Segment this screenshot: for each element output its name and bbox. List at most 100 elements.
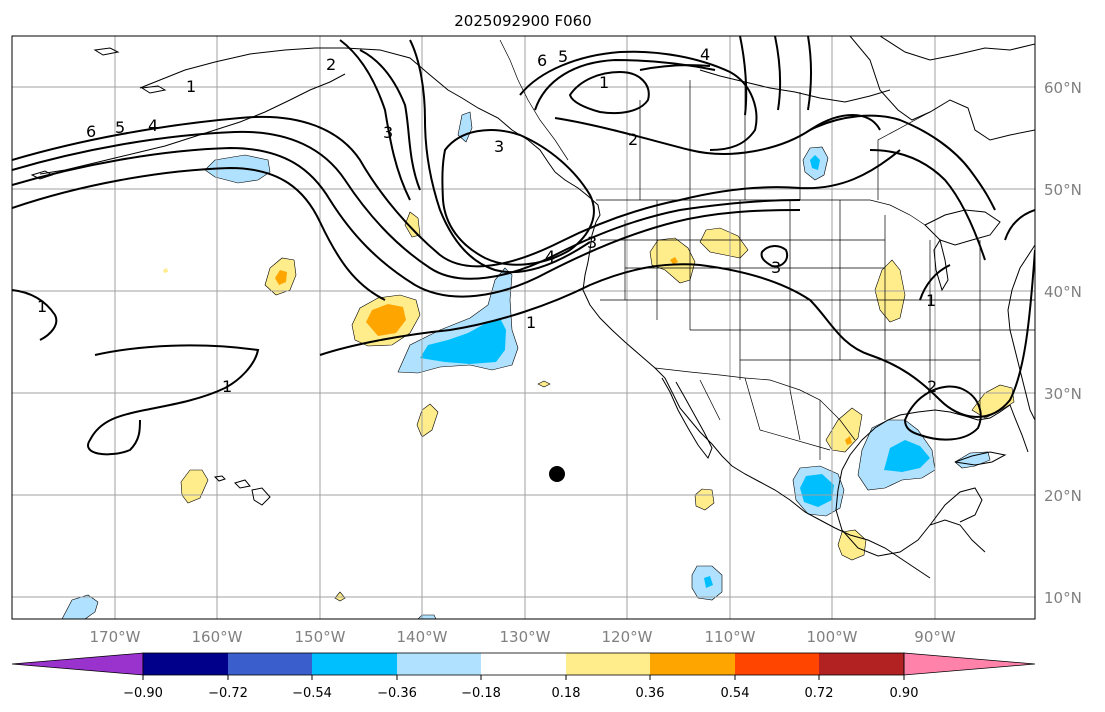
colorbar-segment: [650, 653, 735, 675]
anomaly-core-orange: [670, 257, 678, 264]
lon-label-110w: 110°W: [705, 628, 756, 646]
contour-line: [519, 50, 758, 151]
contour-line: [87, 344, 260, 456]
anomaly-area-yellow: [163, 268, 168, 273]
coastline-bc: [554, 171, 601, 223]
lon-label-170w: 170°W: [90, 628, 141, 646]
contour-label: 4: [148, 116, 158, 135]
contour-line: [760, 245, 788, 268]
contour-line: [359, 49, 421, 191]
longitude-labels: 170°W 160°W 150°W 140°W 130°W 120°W 110°…: [90, 628, 956, 646]
colorbar-tick-label: −0.18: [461, 686, 501, 701]
contour-line: [568, 70, 650, 115]
contour-line: [441, 129, 595, 266]
contour-line: [554, 114, 881, 155]
anomaly-core-orange: [845, 436, 852, 445]
map-content: 6 5 4 1 2 3 3 6 5 1 4 2 4 3 1 1 1 3 1 2: [12, 36, 1035, 619]
lon-label-150w: 150°W: [295, 628, 346, 646]
lon-label-100w: 100°W: [807, 628, 858, 646]
contour-label: 2: [927, 377, 937, 396]
contour-label: 1: [526, 313, 536, 332]
contour-label: 1: [186, 77, 196, 96]
map-background: [12, 36, 1035, 619]
contour-label: 1: [222, 377, 232, 396]
contour-label: 4: [700, 45, 710, 64]
lat-label-50n: 50°N: [1044, 181, 1082, 199]
contour-label: 1: [926, 291, 936, 310]
contour-line: [807, 36, 812, 111]
contour-line: [639, 64, 711, 71]
coastline-hawaii: [213, 475, 271, 506]
border-us-mexico: [654, 367, 856, 441]
colorbar-segment: [735, 653, 819, 675]
coastline-cuba: [954, 451, 1007, 466]
anomaly-area-yellow: [537, 380, 551, 388]
contour-line: [319, 249, 1035, 418]
colorbar-tick-label: −0.36: [377, 686, 417, 701]
contour-label: 4: [545, 247, 555, 266]
contour-label: 5: [115, 118, 125, 137]
contour-label: 3: [771, 258, 781, 277]
colorbar-segment: [566, 653, 650, 675]
contour-label: 5: [558, 47, 568, 66]
lon-label-130w: 130°W: [500, 628, 551, 646]
colorbar-segment: [228, 653, 312, 675]
contour-line: [809, 114, 996, 211]
colorbar-tick-label: 0.72: [805, 686, 834, 701]
coastline-canada-west: [699, 69, 891, 103]
lon-label-140w: 140°W: [397, 628, 448, 646]
lon-label-120w: 120°W: [602, 628, 653, 646]
coastline-greenland-edge: [879, 36, 1035, 61]
anomaly-core-orange: [366, 304, 406, 336]
contour-line: [409, 39, 591, 274]
contour-line: [869, 149, 986, 261]
contour-line: [12, 289, 58, 341]
border-canada-provinces: [639, 80, 931, 200]
coastline-baja: [661, 377, 713, 460]
contour-label: 3: [494, 137, 504, 156]
colorbar-ticks: [142, 675, 905, 680]
colorbar: −0.90 −0.72 −0.54 −0.36 −0.18 0.18 0.36 …: [11, 652, 1036, 701]
colorbar-tick-label: −0.72: [208, 686, 248, 701]
border-us-states: [600, 200, 1035, 420]
lat-label-20n: 20°N: [1044, 487, 1082, 505]
anomaly-area-pale-blue: [457, 111, 473, 143]
contour-label: 3: [587, 233, 597, 252]
contour-label: 6: [537, 51, 547, 70]
contour-line: [12, 115, 901, 268]
contour-label: 1: [37, 297, 47, 316]
border-alaska-canada: [499, 39, 569, 161]
anomaly-area-pale-blue: [954, 451, 991, 469]
anomaly-core-blue: [884, 440, 930, 472]
lon-label-90w: 90°W: [914, 628, 956, 646]
colorbar-segment: [143, 653, 228, 675]
lat-label-30n: 30°N: [1044, 385, 1082, 403]
contour-label: 3: [383, 123, 393, 142]
anomaly-core-blue: [420, 318, 506, 364]
contour-line: [919, 264, 951, 301]
anomaly-area-yellow: [694, 488, 715, 511]
contour-line: [339, 39, 411, 201]
contour-line: [739, 36, 748, 116]
coastline-lake-michigan: [933, 238, 949, 292]
contour-label: 1: [599, 73, 609, 92]
contour-label: 2: [628, 130, 638, 149]
contour-label: 6: [86, 122, 96, 141]
colorbar-tick-label: 0.36: [636, 686, 665, 701]
lat-label-40n: 40°N: [1044, 283, 1082, 301]
coastline-hudson: [849, 36, 1035, 141]
colorbar-segment: [481, 653, 566, 675]
colorbar-tick-label: 0.90: [890, 686, 919, 701]
anomaly-core-blue: [800, 474, 834, 507]
map-title: 2025092900 F060: [454, 12, 591, 30]
lat-label-10n: 10°N: [1044, 589, 1082, 607]
colorbar-tick-label: −0.90: [123, 686, 163, 701]
anomaly-area-yellow: [699, 227, 749, 259]
anomaly-core-blue: [704, 576, 713, 588]
graticule: [12, 36, 1035, 619]
map-frame: [11, 35, 1036, 620]
colorbar-tick-label: 0.54: [721, 686, 750, 701]
colorbar-segment: [819, 653, 904, 675]
colorbar-extend-low: [11, 652, 144, 676]
